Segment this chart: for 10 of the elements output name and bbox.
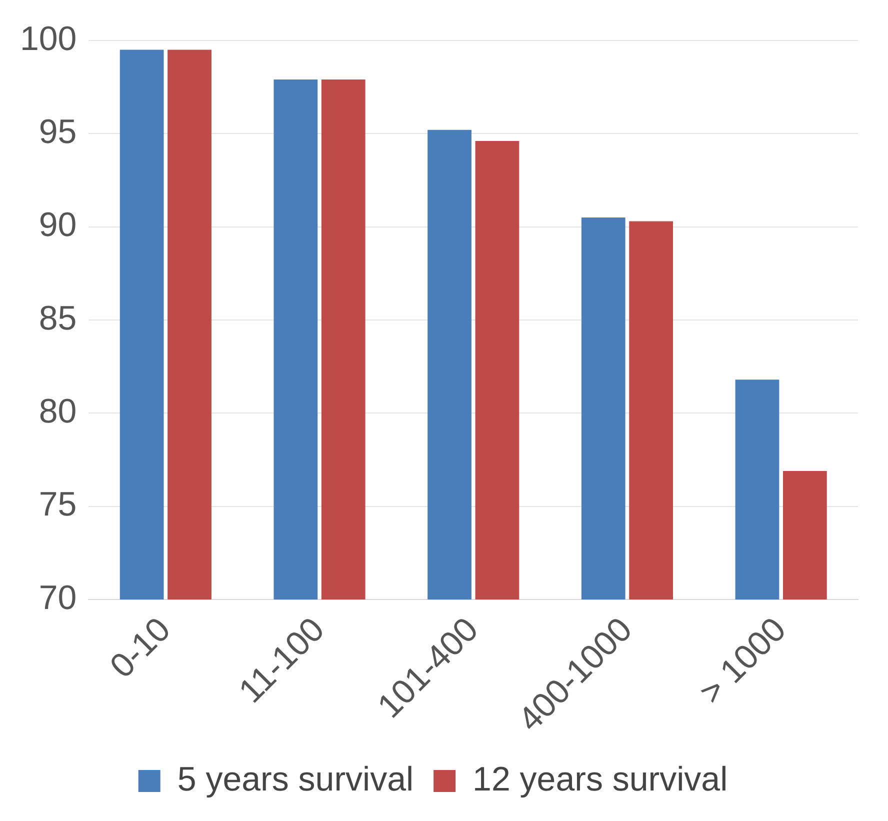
y-tick-label: 100 [20,20,77,58]
y-tick-label: 85 [38,299,77,338]
y-tick-label: 70 [38,578,77,617]
x-tick-label: 0-10 [102,610,178,686]
legend-label: 5 years survival [177,760,414,798]
legend-label: 12 years survival [472,760,728,798]
y-tick-label: 95 [38,112,77,151]
y-tick-label: 90 [38,206,77,244]
y-tick-label: 75 [38,486,77,524]
y-tick-label: 80 [38,392,77,431]
